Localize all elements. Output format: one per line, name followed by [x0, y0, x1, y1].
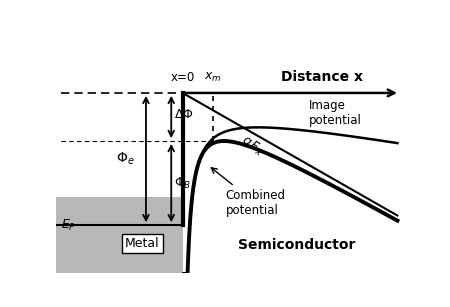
Text: $\Phi_e$: $\Phi_e$ — [116, 151, 135, 167]
Text: $q\,F_x$: $q\,F_x$ — [238, 131, 267, 159]
Bar — [56, 197, 183, 273]
Text: $x_m$: $x_m$ — [204, 71, 222, 84]
Text: Image
potential: Image potential — [309, 99, 362, 127]
Text: $E_F$: $E_F$ — [61, 218, 76, 233]
Text: Distance x: Distance x — [281, 70, 363, 84]
Text: $\Phi_B$: $\Phi_B$ — [174, 176, 191, 191]
Text: Semiconductor: Semiconductor — [238, 238, 355, 252]
Text: Metal: Metal — [125, 237, 159, 250]
Text: $\Delta\Phi$: $\Delta\Phi$ — [174, 108, 194, 122]
Text: x=0: x=0 — [171, 71, 195, 84]
Text: Combined
potential: Combined potential — [211, 168, 286, 217]
